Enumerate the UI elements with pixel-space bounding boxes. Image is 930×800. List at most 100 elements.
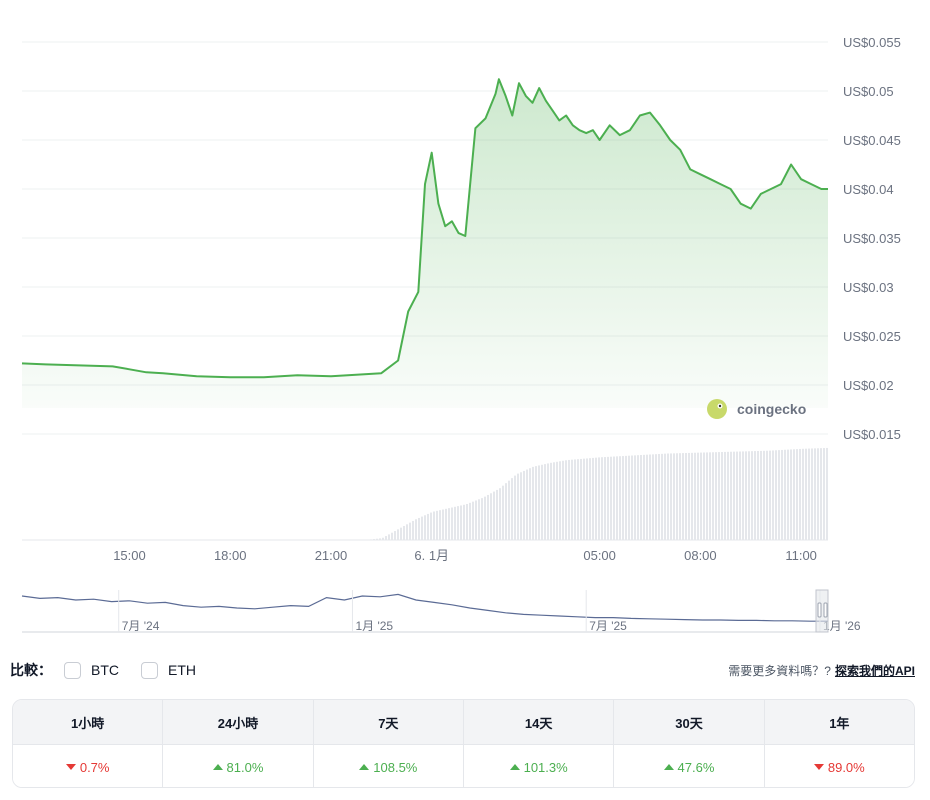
volume-bar	[463, 504, 465, 540]
performance-header-row: 1小時 24小時 7天 14天 30天 1年	[13, 700, 914, 744]
api-link[interactable]: 探索我們的API	[834, 663, 915, 678]
volume-bar	[817, 448, 819, 540]
volume-bar	[670, 453, 672, 540]
volume-bar	[517, 473, 519, 540]
volume-bar	[793, 449, 795, 540]
volume-bar	[745, 451, 747, 540]
change-value: 81.0%	[212, 760, 263, 775]
volume-bar	[604, 457, 606, 540]
y-tick-label: US$0.025	[843, 329, 901, 344]
arrow-up-icon	[359, 764, 370, 770]
arrow-up-icon	[663, 764, 674, 770]
volume-bar	[409, 522, 411, 540]
volume-bar	[475, 500, 477, 540]
volume-bar	[592, 457, 594, 540]
compare-btc-label[interactable]: BTC	[91, 662, 119, 678]
compare-btc-checkbox[interactable]: BTC	[64, 661, 119, 679]
volume-bar	[544, 464, 546, 540]
volume-bar	[826, 447, 828, 540]
volume-bar	[577, 459, 579, 540]
volume-bar	[493, 491, 495, 540]
volume-bar	[379, 538, 381, 540]
header-cell-24h: 24小時	[163, 700, 314, 744]
volume-bar	[691, 452, 693, 540]
change-value: 47.6%	[663, 760, 714, 775]
range-overview[interactable]: 7月 '24 1月 '25 7月 '25 1月 '26	[21, 589, 861, 633]
volume-bar	[508, 480, 510, 540]
y-tick-label: US$0.035	[843, 231, 901, 246]
volume-bar	[541, 464, 543, 540]
volume-bar	[685, 453, 687, 540]
volume-bar	[472, 501, 474, 540]
volume-bar	[688, 452, 690, 540]
x-tick-label: 21:00	[315, 548, 348, 563]
volume-bar	[469, 502, 471, 540]
checkbox-icon[interactable]	[141, 661, 158, 679]
volume-bar	[448, 508, 450, 540]
range-selector-window[interactable]	[815, 589, 829, 633]
range-handle-left[interactable]	[817, 602, 822, 618]
watermark-text: coingecko	[737, 401, 806, 417]
volume-bar	[748, 451, 750, 540]
arrow-up-icon	[212, 764, 223, 770]
price-chart[interactable]: US$0.055 US$0.05 US$0.045 US$0.04 US$0.035 US…	[0, 0, 930, 650]
performance-value-row: 0.7% 81.0% 108.5% 101.3% 47.6% 89.0%	[13, 744, 914, 787]
volume-bar	[388, 534, 390, 540]
volume-bar	[433, 511, 435, 540]
volume-bar	[619, 456, 621, 540]
volume-bar	[376, 538, 378, 540]
volume-bar	[682, 453, 684, 540]
header-cell-7d: 7天	[314, 700, 464, 744]
range-handle-right[interactable]	[823, 602, 828, 618]
volume-bar	[583, 458, 585, 540]
volume-bar	[394, 531, 396, 540]
change-value: 0.7%	[65, 760, 109, 775]
y-tick-label: US$0.03	[843, 280, 894, 295]
volume-bar	[400, 527, 402, 540]
api-prompt: 需要更多資料嗎？? 探索我們的API	[728, 662, 915, 679]
coingecko-watermark: coingecko	[707, 399, 806, 419]
volume-bar	[484, 496, 486, 540]
volume-bar	[586, 458, 588, 540]
volume-bar	[406, 524, 408, 540]
volume-bar	[724, 451, 726, 540]
volume-bar	[418, 517, 420, 540]
volume-bar	[649, 454, 651, 540]
y-tick-label: US$0.04	[843, 182, 894, 197]
compare-eth-checkbox[interactable]: ETH	[141, 661, 196, 679]
volume-bar	[589, 458, 591, 540]
volume-bar	[637, 455, 639, 540]
volume-bar	[694, 452, 696, 540]
volume-bar	[733, 451, 735, 540]
volume-bar	[730, 451, 732, 540]
volume-bar	[571, 459, 573, 540]
volume-bar	[499, 488, 501, 540]
volume-bar	[550, 462, 552, 540]
volume-bar	[442, 509, 444, 540]
volume-bar	[661, 453, 663, 540]
volume-bar	[631, 455, 633, 540]
volume-bar	[520, 472, 522, 540]
volume-bar	[712, 452, 714, 540]
compare-row: 比較： BTC ETH 需要更多資料嗎？? 探索我們的API	[10, 656, 915, 684]
price-series-line[interactable]	[21, 78, 828, 379]
volume-bar	[643, 454, 645, 540]
volume-bar	[721, 452, 723, 540]
x-tick-label: 18:00	[214, 548, 247, 563]
compare-eth-label[interactable]: ETH	[168, 662, 196, 678]
volume-bar	[574, 459, 576, 540]
volume-bar	[385, 536, 387, 540]
x-tick-label: 08:00	[684, 548, 717, 563]
header-cell-1h: 1小時	[13, 700, 164, 744]
value-cell-14d: 101.3%	[464, 745, 615, 787]
volume-bar	[595, 457, 597, 540]
checkbox-icon[interactable]	[64, 661, 81, 679]
volume-bar	[466, 504, 468, 540]
y-tick-label: US$0.05	[843, 84, 894, 99]
volume-bar	[580, 458, 582, 540]
volume-bar	[640, 455, 642, 540]
volume-bar	[391, 532, 393, 540]
overview-tick-label: 1月 '25	[355, 619, 393, 633]
volume-bar	[415, 519, 417, 540]
arrow-down-icon	[813, 764, 824, 770]
